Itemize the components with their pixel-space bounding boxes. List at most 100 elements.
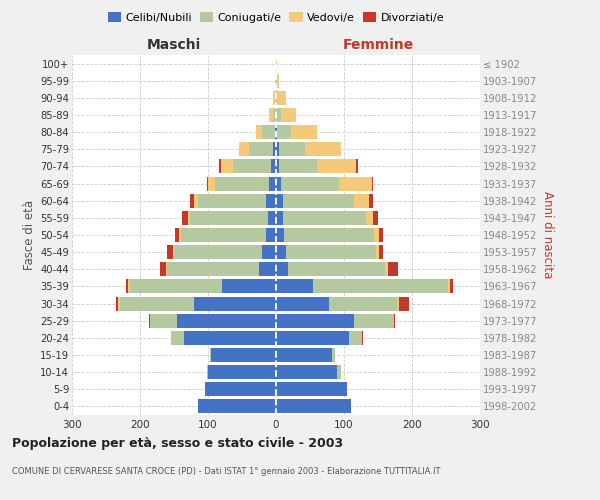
Bar bbox=[337, 365, 341, 379]
Bar bbox=[286, 245, 376, 259]
Bar bbox=[262, 245, 276, 259]
Bar bbox=[276, 56, 277, 70]
Bar bbox=[184, 331, 276, 345]
Text: Popolazione per età, sesso e stato civile - 2003: Popolazione per età, sesso e stato civil… bbox=[12, 438, 343, 450]
Bar bbox=[276, 280, 313, 293]
Bar bbox=[291, 125, 317, 139]
Bar bbox=[283, 194, 354, 207]
Bar bbox=[160, 262, 166, 276]
Bar bbox=[362, 331, 363, 345]
Bar bbox=[372, 176, 373, 190]
Bar bbox=[126, 280, 128, 293]
Bar bbox=[349, 331, 362, 345]
Bar bbox=[170, 331, 184, 345]
Text: Femmine: Femmine bbox=[343, 38, 413, 52]
Bar bbox=[313, 280, 448, 293]
Bar bbox=[276, 176, 281, 190]
Bar bbox=[283, 211, 366, 225]
Bar bbox=[181, 228, 266, 242]
Bar bbox=[198, 194, 266, 207]
Bar bbox=[272, 142, 276, 156]
Text: Maschi: Maschi bbox=[147, 38, 201, 52]
Bar bbox=[233, 160, 271, 173]
Bar bbox=[256, 125, 262, 139]
Bar bbox=[277, 74, 279, 88]
Legend: Celibi/Nubili, Coniugati/e, Vedovi/e, Divorziati/e: Celibi/Nubili, Coniugati/e, Vedovi/e, Di… bbox=[103, 8, 449, 28]
Bar bbox=[119, 296, 194, 310]
Bar bbox=[280, 142, 305, 156]
Bar bbox=[329, 296, 397, 310]
Bar bbox=[276, 228, 284, 242]
Bar bbox=[275, 125, 276, 139]
Bar bbox=[280, 160, 317, 173]
Bar bbox=[276, 245, 286, 259]
Bar bbox=[221, 160, 233, 173]
Bar bbox=[276, 108, 281, 122]
Y-axis label: Fasce di età: Fasce di età bbox=[23, 200, 36, 270]
Bar bbox=[379, 228, 383, 242]
Bar bbox=[178, 314, 276, 328]
Bar bbox=[450, 280, 454, 293]
Bar bbox=[354, 314, 394, 328]
Bar bbox=[369, 194, 373, 207]
Bar bbox=[394, 314, 395, 328]
Y-axis label: Anni di nascita: Anni di nascita bbox=[541, 192, 554, 278]
Bar bbox=[354, 194, 369, 207]
Bar bbox=[397, 296, 399, 310]
Bar bbox=[210, 348, 211, 362]
Bar bbox=[399, 296, 409, 310]
Bar bbox=[276, 296, 329, 310]
Bar bbox=[276, 382, 347, 396]
Bar bbox=[278, 91, 286, 105]
Bar bbox=[239, 142, 249, 156]
Bar bbox=[194, 194, 198, 207]
Bar bbox=[208, 365, 276, 379]
Bar bbox=[276, 91, 278, 105]
Bar bbox=[221, 280, 276, 293]
Bar bbox=[276, 331, 349, 345]
Bar bbox=[276, 142, 280, 156]
Bar bbox=[376, 245, 379, 259]
Bar bbox=[284, 228, 374, 242]
Bar bbox=[276, 194, 283, 207]
Bar bbox=[276, 211, 283, 225]
Bar bbox=[167, 262, 259, 276]
Bar bbox=[448, 280, 450, 293]
Bar bbox=[116, 296, 118, 310]
Bar bbox=[276, 365, 337, 379]
Bar bbox=[385, 262, 388, 276]
Bar bbox=[276, 348, 332, 362]
Bar bbox=[266, 228, 276, 242]
Bar bbox=[206, 365, 208, 379]
Bar bbox=[179, 228, 181, 242]
Bar bbox=[281, 108, 296, 122]
Bar bbox=[276, 262, 288, 276]
Bar bbox=[276, 74, 277, 88]
Bar bbox=[194, 296, 276, 310]
Bar bbox=[206, 176, 208, 190]
Bar bbox=[317, 160, 356, 173]
Bar bbox=[288, 262, 385, 276]
Bar bbox=[173, 245, 174, 259]
Bar bbox=[190, 211, 268, 225]
Bar bbox=[219, 160, 221, 173]
Bar bbox=[276, 400, 351, 413]
Bar bbox=[188, 211, 190, 225]
Bar bbox=[281, 176, 339, 190]
Bar bbox=[275, 74, 276, 88]
Bar bbox=[388, 262, 398, 276]
Bar bbox=[276, 125, 277, 139]
Bar bbox=[205, 382, 276, 396]
Bar bbox=[275, 91, 276, 105]
Bar bbox=[175, 228, 179, 242]
Bar bbox=[215, 176, 269, 190]
Text: COMUNE DI CERVARESE SANTA CROCE (PD) - Dati ISTAT 1° gennaio 2003 - Elaborazione: COMUNE DI CERVARESE SANTA CROCE (PD) - D… bbox=[12, 468, 440, 476]
Bar bbox=[259, 262, 276, 276]
Bar bbox=[332, 348, 335, 362]
Bar bbox=[266, 194, 276, 207]
Bar bbox=[277, 125, 291, 139]
Bar bbox=[273, 91, 275, 105]
Bar bbox=[149, 314, 150, 328]
Bar bbox=[249, 142, 272, 156]
Bar bbox=[150, 314, 178, 328]
